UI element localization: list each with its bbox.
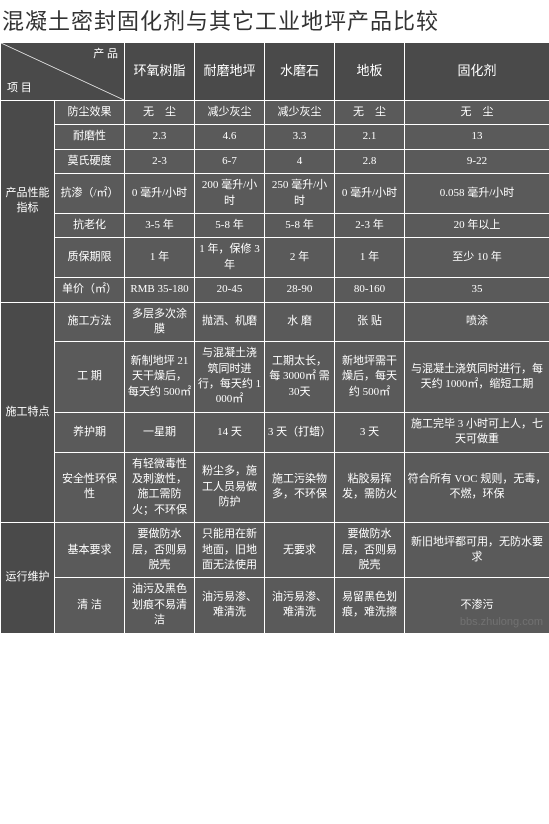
corner-item: 项 目 (7, 81, 32, 96)
data-cell: 有轻微毒性及刺激性，施工需防火；不环保 (125, 452, 195, 523)
watermark: bbs.zhulong.com (460, 616, 543, 628)
corner-product: 产 品 (93, 47, 118, 62)
data-cell: 水 磨 (265, 302, 335, 342)
data-cell: 5-8 年 (265, 213, 335, 237)
data-cell: 2-3 (125, 149, 195, 173)
data-cell: 易留黑色划痕，难洗擦 (335, 578, 405, 633)
data-cell: 2 年 (265, 238, 335, 278)
data-cell: 至少 10 年 (405, 238, 549, 278)
data-cell: 粉尘多，施工人员易做防护 (195, 452, 265, 523)
data-cell: 要做防水层，否则易脱壳 (335, 523, 405, 578)
data-cell: 张 贴 (335, 302, 405, 342)
data-cell: 0.058 毫升/小时 (405, 174, 549, 214)
row-label: 清 洁 (55, 578, 125, 633)
data-cell: 无 尘 (405, 101, 549, 125)
data-cell: 28-90 (265, 278, 335, 302)
data-cell: 油污及黑色划痕不易清洁 (125, 578, 195, 633)
data-cell: 250 毫升/小时 (265, 174, 335, 214)
data-cell: 80-160 (335, 278, 405, 302)
group-label: 运行维护 (1, 523, 55, 633)
data-cell: 20 年以上 (405, 213, 549, 237)
row-label: 防尘效果 (55, 101, 125, 125)
data-cell: 0 毫升/小时 (125, 174, 195, 214)
data-cell: 只能用在新地面，旧地面无法使用 (195, 523, 265, 578)
page-title: 混凝土密封固化剂与其它工业地坪产品比较 (0, 0, 549, 42)
data-cell: 4 (265, 149, 335, 173)
data-cell: 施工污染物多，不环保 (265, 452, 335, 523)
data-cell: 要做防水层，否则易脱壳 (125, 523, 195, 578)
data-cell: 1 年，保修 3 年 (195, 238, 265, 278)
data-cell: 2-3 年 (335, 213, 405, 237)
row-label: 抗渗（/㎡） (55, 174, 125, 214)
data-cell: 2.3 (125, 125, 195, 149)
data-cell: 6-7 (195, 149, 265, 173)
data-cell: 施工完毕 3 小时可上人，七天可做重 (405, 412, 549, 452)
data-cell: 减少灰尘 (265, 101, 335, 125)
data-cell: 2.1 (335, 125, 405, 149)
row-label: 安全性环保性 (55, 452, 125, 523)
data-cell: 新地坪需干燥后，每天约 500㎡ (335, 342, 405, 413)
data-cell: 一星期 (125, 412, 195, 452)
data-cell: 200 毫升/小时 (195, 174, 265, 214)
data-cell: 工期太长，每 3000㎡ 需 30天 (265, 342, 335, 413)
row-label: 工 期 (55, 342, 125, 413)
corner-cell: 产 品项 目 (1, 43, 125, 101)
group-label: 施工特点 (1, 302, 55, 523)
data-cell: 4.6 (195, 125, 265, 149)
row-label: 施工方法 (55, 302, 125, 342)
data-cell: 油污易渗、难清洗 (265, 578, 335, 633)
data-cell: 新制地坪 21 天干燥后，每天约 500㎡ (125, 342, 195, 413)
col-header: 固化剂 (405, 43, 549, 101)
col-header: 地板 (335, 43, 405, 101)
data-cell: 3 天 (335, 412, 405, 452)
data-cell: 35 (405, 278, 549, 302)
data-cell: 0 毫升/小时 (335, 174, 405, 214)
data-cell: 抛洒、机磨 (195, 302, 265, 342)
data-cell: 无 尘 (335, 101, 405, 125)
col-header: 耐磨地坪 (195, 43, 265, 101)
row-label: 莫氏硬度 (55, 149, 125, 173)
row-label: 质保期限 (55, 238, 125, 278)
col-header: 水磨石 (265, 43, 335, 101)
data-cell: 3-5 年 (125, 213, 195, 237)
data-cell: 减少灰尘 (195, 101, 265, 125)
data-cell: 1 年 (335, 238, 405, 278)
col-header: 环氧树脂 (125, 43, 195, 101)
data-cell: 5-8 年 (195, 213, 265, 237)
data-cell: 1 年 (125, 238, 195, 278)
data-cell: 粘胶易挥发，需防火 (335, 452, 405, 523)
data-cell: 油污易渗、难清洗 (195, 578, 265, 633)
data-cell: 14 天 (195, 412, 265, 452)
data-cell: 3 天（打蜡） (265, 412, 335, 452)
data-cell: 3.3 (265, 125, 335, 149)
data-cell: 符合所有 VOC 规则，无毒，不燃，环保 (405, 452, 549, 523)
data-cell: RMB 35-180 (125, 278, 195, 302)
data-cell: 20-45 (195, 278, 265, 302)
data-cell: 喷涂 (405, 302, 549, 342)
comparison-table: 产 品项 目环氧树脂耐磨地坪水磨石地板固化剂产品性能指标防尘效果无 尘减少灰尘减… (0, 42, 549, 634)
row-label: 养护期 (55, 412, 125, 452)
data-cell: 与混凝土浇筑同时进行，每天约 1000㎡ (195, 342, 265, 413)
data-cell: 2.8 (335, 149, 405, 173)
data-cell: 9-22 (405, 149, 549, 173)
row-label: 单价（㎡） (55, 278, 125, 302)
data-cell: 无要求 (265, 523, 335, 578)
data-cell: 13 (405, 125, 549, 149)
data-cell: 多层多次涂膜 (125, 302, 195, 342)
data-cell: 新旧地坪都可用，无防水要求 (405, 523, 549, 578)
group-label: 产品性能指标 (1, 101, 55, 303)
row-label: 耐磨性 (55, 125, 125, 149)
row-label: 基本要求 (55, 523, 125, 578)
data-cell: 无 尘 (125, 101, 195, 125)
data-cell: 与混凝土浇筑同时进行，每天约 1000㎡，缩短工期 (405, 342, 549, 413)
row-label: 抗老化 (55, 213, 125, 237)
